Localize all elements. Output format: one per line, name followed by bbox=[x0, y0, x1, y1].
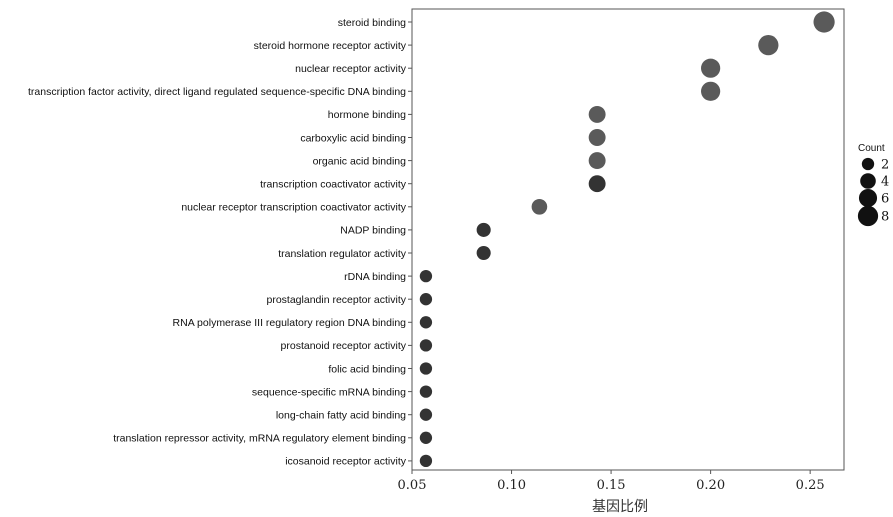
legend-key bbox=[857, 205, 879, 227]
data-point bbox=[476, 245, 491, 261]
y-tick-label: steroid binding bbox=[338, 17, 406, 29]
legend-label: 6 bbox=[881, 192, 889, 207]
y-tick-label: nuclear receptor transcription coactivat… bbox=[181, 202, 406, 214]
legend-label: 8 bbox=[881, 210, 889, 225]
legend-label: 4 bbox=[881, 175, 889, 190]
data-point bbox=[419, 454, 433, 468]
data-point bbox=[419, 293, 433, 306]
y-tick-label: translation regulator activity bbox=[278, 248, 407, 260]
legend: Count 2 4 6 8 bbox=[857, 143, 889, 227]
legend-key bbox=[860, 173, 876, 189]
y-tick-label: rDNA binding bbox=[344, 271, 406, 283]
y-tick-label: translation repressor activity, mRNA reg… bbox=[113, 433, 406, 445]
y-tick-label: transcription factor activity, direct li… bbox=[28, 86, 406, 98]
data-point bbox=[588, 152, 606, 170]
legend-label: 2 bbox=[881, 158, 889, 173]
data-point bbox=[531, 199, 548, 215]
data-point bbox=[419, 408, 433, 421]
y-tick-label: sequence-specific mRNA binding bbox=[252, 386, 406, 398]
y-tick-label: prostaglandin receptor activity bbox=[267, 294, 407, 306]
data-points bbox=[419, 11, 835, 468]
legend-key bbox=[858, 188, 878, 208]
data-point bbox=[419, 362, 433, 375]
data-point bbox=[419, 431, 433, 444]
y-tick-label: NADP binding bbox=[340, 225, 406, 237]
x-axis-title: 基因比例 bbox=[592, 498, 648, 515]
legend-title: Count bbox=[858, 143, 885, 154]
data-point bbox=[813, 11, 835, 33]
legend-key bbox=[861, 157, 875, 171]
y-tick-label: icosanoid receptor activity bbox=[285, 456, 407, 468]
y-tick-label: transcription coactivator activity bbox=[260, 179, 407, 191]
data-point bbox=[588, 105, 606, 123]
x-tick-label: 0.10 bbox=[497, 478, 526, 493]
y-tick-label: folic acid binding bbox=[328, 363, 406, 375]
x-tick-label: 0.05 bbox=[398, 478, 427, 493]
y-tick-label: RNA polymerase III regulatory region DNA… bbox=[173, 317, 407, 329]
data-point bbox=[476, 222, 491, 237]
y-tick-label: nuclear receptor activity bbox=[295, 63, 407, 75]
data-point bbox=[701, 58, 721, 78]
y-tick-label: carboxylic acid binding bbox=[300, 132, 406, 144]
data-point bbox=[588, 129, 606, 146]
x-axis: 0.05 0.10 0.15 0.20 0.25 bbox=[398, 470, 825, 493]
x-tick-label: 0.15 bbox=[597, 478, 626, 493]
data-point bbox=[419, 385, 433, 398]
y-tick-label: organic acid binding bbox=[313, 155, 407, 167]
y-tick-label: long-chain fatty acid binding bbox=[276, 410, 406, 422]
y-tick-label: hormone binding bbox=[328, 109, 406, 121]
data-point bbox=[419, 316, 433, 329]
data-point bbox=[419, 269, 433, 283]
y-axis: steroid binding steroid hormone receptor … bbox=[28, 17, 412, 468]
x-tick-label: 0.20 bbox=[696, 478, 725, 493]
y-tick-label: steroid hormone receptor activity bbox=[254, 40, 407, 52]
x-tick-label: 0.25 bbox=[796, 478, 825, 493]
data-point bbox=[701, 81, 721, 101]
data-point bbox=[588, 175, 606, 193]
y-tick-label: prostanoid receptor activity bbox=[281, 340, 407, 352]
data-point bbox=[758, 34, 779, 56]
data-point bbox=[419, 339, 433, 352]
plot-panel bbox=[411, 8, 845, 471]
